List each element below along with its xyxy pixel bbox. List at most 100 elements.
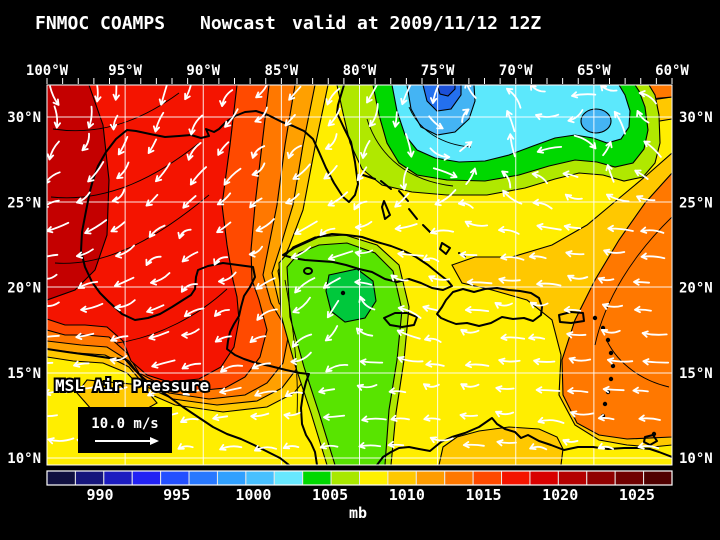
colorbar-segment [557,470,588,486]
lon-label: 95°W [108,63,142,79]
isobar-line [116,288,228,344]
lat-label: 25°N [7,195,41,211]
wind-reference-arrowhead [150,437,159,445]
lon-label: 65°W [577,63,611,79]
colorbar-segment [188,470,218,486]
coastline [380,180,392,190]
pressure-band [47,85,110,301]
isobar-line [366,118,454,187]
wind-arrow-set [47,85,670,452]
colorbar-segment [444,470,474,486]
colorbar-unit: mb [349,504,367,522]
title-model: FNMOC COAMPS [35,13,165,34]
coastline [362,174,376,180]
colorbar-segment [359,470,389,486]
longitude-axis: 100°W 95°W 90°W 85°W 80°W 75°W 70°W 65°W 60°W [26,63,689,84]
latitude-axis-right: 30°N 25°N 20°N 15°N 10°N [679,110,713,467]
isobar-line [594,216,672,346]
colorbar-tick-label: 1000 [235,486,271,504]
isobar-line [408,106,472,148]
colorbar-tick-label: 990 [86,486,113,504]
colorbar-tick-label: 1025 [619,486,655,504]
coastline [398,190,409,202]
island [651,431,657,437]
coastline [383,312,418,328]
colorbar-labels: 990 995 1000 1005 1010 1015 1020 1025 [86,486,655,504]
wind-speed-label: 10.0 m/s [91,416,158,432]
colorbar [46,470,673,486]
lat-label: 10°N [679,451,713,467]
colorbar-segment [160,470,190,486]
coastline [422,224,431,233]
lat-label: 30°N [7,110,41,126]
lat-label: 25°N [679,195,713,211]
wind-legend: 10.0 m/s [78,407,172,453]
isobar-line [54,194,210,264]
colorbar-segment [46,470,76,486]
colorbar-segment [245,470,275,486]
title-valid: valid at 2009/11/12 12Z [292,13,541,34]
isobar-line [606,340,670,388]
coastline [282,233,453,291]
grid-lines [47,85,672,465]
colorbar-segment [302,470,332,486]
lat-label: 15°N [7,366,41,382]
island [608,376,614,382]
coastline [408,208,418,220]
colorbar-segment [387,470,417,486]
coastline [303,267,313,275]
island [610,363,616,369]
coastline [47,348,290,465]
lat-label: 30°N [679,110,713,126]
island [592,315,598,321]
coastline [436,287,543,327]
lon-label: 85°W [265,63,299,79]
island [608,350,614,356]
wind-vectors [47,85,670,452]
colorbar-segment [586,470,616,486]
lon-label: 70°W [499,63,533,79]
colorbar-segment [216,470,247,486]
colorbar-segment [501,470,531,486]
lon-label: 75°W [421,63,455,79]
map-border [46,84,673,466]
coastline [80,85,359,465]
colorbar-segment [273,470,304,486]
colorbar-tick-label: 995 [163,486,190,504]
coastline [381,200,391,220]
colorbar-segment [472,470,503,486]
lon-label: 100°W [26,63,69,79]
colorbar-segment [614,470,645,486]
lat-label: 15°N [679,366,713,382]
pressure-map [47,85,672,465]
colorbar-segment [415,470,446,486]
pressure-band [436,85,456,97]
colorbar-frame [46,470,673,486]
latitude-axis-left: 30°N 25°N 20°N 15°N 10°N [7,110,41,467]
colorbar-segment [74,470,105,486]
colorbar-tick-label: 1015 [465,486,501,504]
colorbar-tick-label: 1020 [542,486,578,504]
colorbar-segment [330,470,361,486]
lat-label: 10°N [7,451,41,467]
colorbar-tick-label: 1010 [389,486,425,504]
low-center-2 [580,108,612,134]
coastline [376,417,672,465]
colorbar-segment [103,470,133,486]
isobar-line [50,142,200,199]
coastline [558,311,585,324]
island [602,401,608,407]
colorbar-segment [643,470,673,486]
field-label: MSL Air Pressure [55,376,209,395]
coastline [439,242,451,255]
lon-label: 90°W [186,63,220,79]
lat-label: 20°N [679,281,713,297]
colorbar-segment [529,470,559,486]
lon-label: 80°W [343,63,377,79]
wind-legend-box [78,407,172,453]
title-product: Nowcast [200,13,276,34]
colorbar-tick-label: 1005 [312,486,348,504]
lon-label: 60°W [655,63,689,79]
island [340,290,346,296]
